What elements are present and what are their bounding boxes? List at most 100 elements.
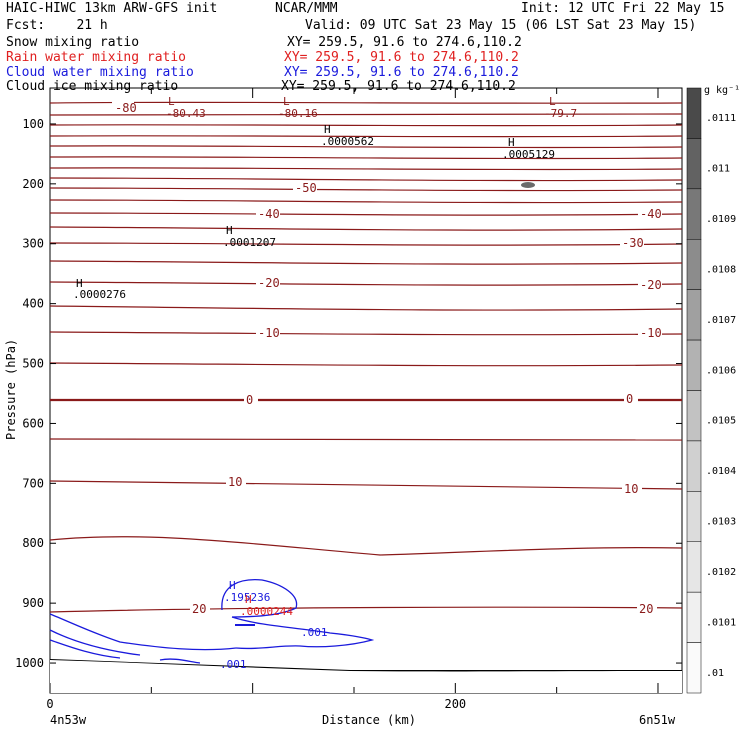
isotherm-line (49, 167, 683, 171)
y-tick-label: 800 (22, 536, 44, 550)
field-xy-cloud-ice: XY= 259.5, 91.6 to 274.6,110.2 (281, 79, 516, 94)
extrema-labels: L -80.43 L -80.16 L -79.7 H .0000562 H .… (73, 95, 577, 618)
isotherm-line (49, 101, 683, 104)
colorbar-unit: g kg⁻¹ (704, 85, 740, 96)
isotherm-line (49, 135, 683, 138)
isotherm-line (49, 187, 683, 192)
colorbar-segment (686, 591, 702, 643)
high-marker: H (245, 593, 252, 606)
low-value: -79.7 (544, 107, 577, 120)
cloud-water-contour (221, 579, 298, 618)
isotherm-line (49, 480, 683, 490)
isotherm-line (49, 331, 683, 336)
colorbar-label: .0109 (706, 214, 736, 225)
colorbar-segment (686, 289, 702, 341)
y-tick-label: 1000 (15, 656, 44, 670)
field-label-snow: Snow mixing ratio (6, 35, 140, 50)
field-label-cloud-ice: Cloud ice mixing ratio (6, 79, 179, 94)
temp-label: 20 (639, 602, 653, 616)
temp-label: -30 (622, 236, 644, 250)
isotherm-line (49, 124, 683, 127)
temp-label: -10 (258, 326, 280, 340)
y-tick-label: 500 (22, 357, 44, 371)
field-xy-rain: XY= 259.5, 91.6 to 274.6,110.2 (284, 50, 519, 65)
high-marker: H (226, 224, 233, 237)
y-tick-label: 700 (22, 476, 44, 490)
temp-label: -40 (258, 207, 280, 221)
isotherm-line (49, 212, 683, 216)
isotherm-line (49, 226, 683, 231)
colorbar-segment (686, 491, 702, 543)
isotherm-line (49, 145, 683, 149)
temp-label: 10 (228, 475, 242, 489)
colorbar-label: .0106 (706, 365, 736, 376)
colorbar-segment (686, 339, 702, 391)
low-marker: L (549, 95, 556, 108)
high-value: .0000562 (321, 135, 374, 148)
colorbar-segment (686, 87, 702, 139)
colorbar-label: .011 (706, 164, 730, 175)
temp-label: 0 (626, 392, 633, 406)
isotherm-line (49, 156, 683, 160)
colorbar-segment (686, 188, 702, 240)
low-value: -80.43 (166, 107, 206, 120)
low-value: -80.16 (278, 107, 318, 120)
colorbar-label: .0101 (706, 617, 736, 628)
temp-label: -50 (295, 181, 317, 195)
isotherm-line (49, 362, 683, 367)
cloud-water-contour (49, 639, 121, 659)
snow-blob (521, 182, 535, 188)
high-value: .0000244 (240, 605, 293, 618)
temperature-labels: -80 -50 -40 -40 -30 -20 -20 -10 -10 0 0 … (112, 101, 662, 616)
colorbar-segment (686, 138, 702, 190)
low-marker: L (283, 95, 290, 108)
colorbar-label: .0105 (706, 416, 736, 427)
field-label-cloud-water: Cloud water mixing ratio (6, 65, 194, 80)
isotherm-line (49, 242, 683, 246)
temp-label: -20 (258, 276, 280, 290)
y-tick-label: 600 (22, 416, 44, 430)
isotherm-contours (49, 101, 683, 613)
isotherm-line (49, 438, 683, 442)
temp-label: -40 (640, 207, 662, 221)
temp-label: -10 (640, 326, 662, 340)
temp-label: -20 (640, 278, 662, 292)
high-marker: H (508, 136, 515, 149)
cloud-water-label: .001 (220, 658, 247, 671)
field-xy-cloud-water: XY= 259.5, 91.6 to 274.6,110.2 (284, 65, 519, 80)
colorbar-label: .0108 (706, 264, 736, 275)
colorbar-label: .0104 (706, 466, 736, 477)
temp-label: -80 (115, 101, 137, 115)
cloud-water-contour (49, 629, 141, 656)
colorbar-label: .0107 (706, 315, 736, 326)
terrain-fill (50, 660, 682, 693)
isotherm-line (49, 260, 683, 265)
chart-title: HAIC-HIWC 13km ARW-GFS init (6, 1, 218, 16)
x-axis: 0 200 (46, 88, 659, 711)
x-tick-label: 200 (444, 697, 466, 711)
isotherm-line (49, 199, 683, 204)
isotherm-line (49, 177, 683, 182)
field-label-rain: Rain water mixing ratio (6, 50, 187, 65)
high-value: .0005129 (502, 148, 555, 161)
y-tick-label: 400 (22, 297, 44, 311)
cloud-water-labels: .001 .001 (220, 626, 328, 671)
y-axis-title: Pressure (hPa) (4, 339, 18, 440)
x-left-label: 4n53w (50, 713, 87, 727)
x-axis-title: Distance (km) (322, 713, 416, 727)
y-tick-label: 200 (22, 177, 44, 191)
temp-label: 20 (192, 602, 206, 616)
x-right-label: 6n51w (639, 713, 676, 727)
high-marker: H (229, 579, 236, 592)
colorbar-segment (686, 642, 702, 694)
cloud-water-contour (49, 613, 237, 651)
isotherm-line (49, 281, 683, 286)
isotherm-line (49, 536, 683, 556)
colorbar-segment (686, 541, 702, 593)
colorbar-label: .0102 (706, 567, 736, 578)
cloud-water-contour (159, 658, 201, 664)
org-label: NCAR/MMM (275, 1, 338, 16)
y-tick-label: 900 (22, 596, 44, 610)
forecast-hour: Fcst: 21 h (6, 18, 108, 33)
temp-label: 10 (624, 482, 638, 496)
